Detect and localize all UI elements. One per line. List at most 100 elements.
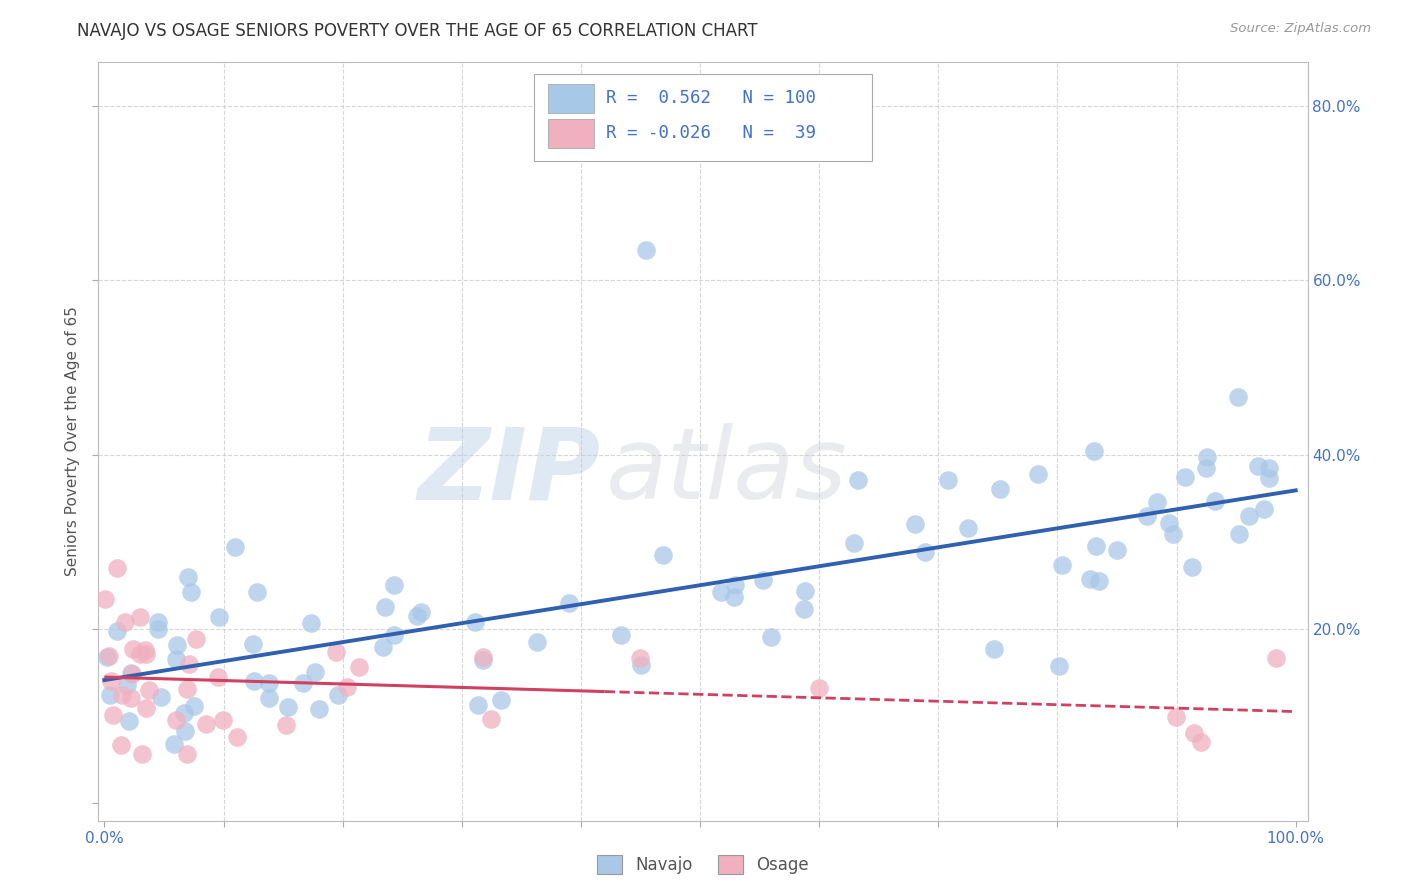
Point [176, 747, 198, 761]
Point [808, 681, 831, 696]
Point [636, 243, 658, 257]
Point [128, 648, 150, 662]
Point [146, 615, 169, 629]
Point [274, 718, 297, 732]
Point [956, 521, 979, 535]
Point [1047, 659, 1070, 673]
Point [208, 609, 231, 624]
FancyBboxPatch shape [534, 74, 872, 161]
Point [149, 690, 172, 705]
Point [242, 637, 264, 651]
Point [471, 652, 494, 666]
Point [121, 667, 143, 681]
Point [1164, 710, 1187, 724]
Point [98, 688, 121, 702]
Point [793, 602, 815, 616]
Text: Source: ZipAtlas.com: Source: ZipAtlas.com [1230, 22, 1371, 36]
FancyBboxPatch shape [548, 120, 595, 148]
Point [1083, 444, 1105, 458]
Text: NAVAJO VS OSAGE SENIORS POVERTY OVER THE AGE OF 65 CORRELATION CHART: NAVAJO VS OSAGE SENIORS POVERTY OVER THE… [77, 22, 758, 40]
Point [105, 624, 128, 638]
Point [1247, 459, 1270, 474]
Point [1161, 527, 1184, 541]
Point [1197, 450, 1219, 465]
Point [1159, 516, 1181, 530]
Point [374, 600, 396, 615]
Point [983, 642, 1005, 657]
Point [988, 482, 1011, 496]
Point [177, 657, 200, 671]
Point [630, 650, 652, 665]
Point [1105, 543, 1128, 558]
Text: R = -0.026   N =  39: R = -0.026 N = 39 [606, 124, 817, 142]
Point [135, 647, 157, 661]
Point [277, 700, 299, 714]
Point [382, 577, 405, 591]
Point [1052, 558, 1074, 573]
Point [794, 583, 817, 598]
Point [1184, 725, 1206, 739]
Point [409, 605, 432, 619]
Point [207, 670, 229, 684]
Point [135, 700, 157, 714]
Point [176, 570, 198, 584]
Point [138, 683, 160, 698]
Point [751, 573, 773, 587]
Point [166, 638, 188, 652]
Point [347, 660, 370, 674]
Point [371, 640, 394, 655]
Point [489, 693, 512, 707]
Point [1265, 650, 1288, 665]
Point [146, 622, 169, 636]
Point [183, 699, 205, 714]
Point [336, 680, 359, 694]
Point [180, 585, 202, 599]
Point [759, 630, 782, 644]
Point [131, 747, 153, 762]
Point [846, 473, 869, 487]
Point [936, 473, 959, 487]
Text: ZIP: ZIP [418, 424, 600, 520]
Point [93, 592, 115, 607]
Point [526, 635, 548, 649]
Point [165, 652, 187, 666]
Point [134, 643, 156, 657]
Text: R =  0.562   N = 100: R = 0.562 N = 100 [606, 89, 817, 107]
Point [464, 615, 486, 629]
Point [1078, 573, 1101, 587]
Point [111, 689, 134, 703]
Point [1088, 574, 1111, 589]
Point [120, 690, 142, 705]
Point [304, 665, 326, 679]
Point [195, 716, 218, 731]
Point [103, 708, 125, 723]
Point [257, 690, 280, 705]
Point [1181, 560, 1204, 574]
Point [723, 591, 745, 605]
Point [173, 706, 195, 720]
Point [652, 549, 675, 563]
Point [1195, 460, 1218, 475]
Point [176, 682, 198, 697]
Point [724, 578, 747, 592]
Point [110, 738, 132, 752]
Point [224, 540, 246, 554]
Point [630, 658, 652, 673]
Point [467, 698, 489, 712]
Point [1026, 467, 1049, 481]
Point [479, 712, 502, 726]
Point [100, 673, 122, 688]
Point [406, 609, 429, 624]
Point [914, 545, 936, 559]
Point [114, 615, 136, 630]
Point [257, 676, 280, 690]
Point [165, 714, 187, 728]
Point [226, 730, 249, 744]
Point [105, 561, 128, 575]
Point [122, 642, 145, 657]
Point [308, 701, 330, 715]
Point [163, 737, 186, 751]
Point [1257, 461, 1279, 475]
Point [96, 650, 118, 665]
Text: atlas: atlas [606, 424, 848, 520]
